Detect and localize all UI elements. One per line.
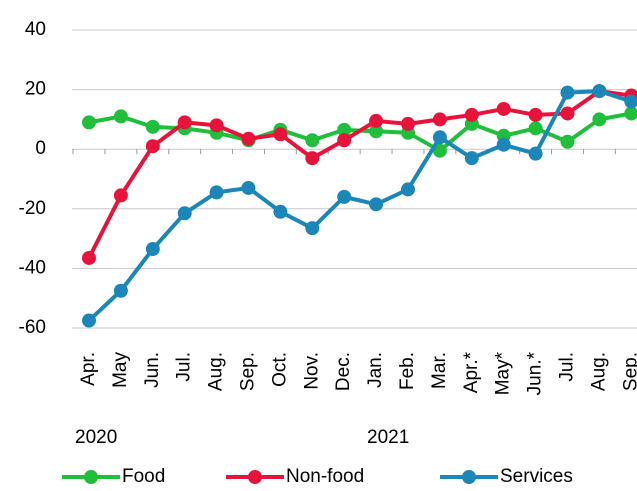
data-point xyxy=(369,113,384,128)
legend-label: Services xyxy=(500,466,573,487)
data-point xyxy=(401,116,415,131)
y-tick-label: 20 xyxy=(25,79,46,100)
data-point xyxy=(337,189,352,204)
data-point xyxy=(592,112,607,127)
series-line xyxy=(87,89,632,323)
data-point xyxy=(241,131,256,146)
data-point xyxy=(209,185,224,200)
x-tick-label: Aug. xyxy=(206,352,227,391)
data-point xyxy=(560,134,575,149)
data-point xyxy=(177,206,192,221)
series-line xyxy=(87,89,632,259)
data-point xyxy=(305,221,320,236)
data-point xyxy=(560,85,575,100)
y-tick-label: -20 xyxy=(19,198,46,219)
x-tick-label: May xyxy=(110,352,131,388)
legend-label: Food xyxy=(122,466,165,487)
x-tick-label: Apr.* xyxy=(461,351,482,393)
x-tick-label: Dec. xyxy=(333,352,354,391)
x-tick-label: Jun. xyxy=(142,352,163,388)
data-point xyxy=(464,107,479,122)
data-point xyxy=(496,101,511,116)
data-point xyxy=(305,151,320,166)
y-tick-label: 40 xyxy=(25,19,46,40)
data-point xyxy=(369,124,384,139)
x-tick-label: Nov. xyxy=(301,352,322,390)
legend-marker xyxy=(462,470,476,484)
x-tick-label: Apr. xyxy=(78,352,99,386)
y-tick-label: -40 xyxy=(19,257,46,278)
x-tick-label: Sep. xyxy=(620,352,637,391)
data-point xyxy=(273,204,288,219)
y-tick-label: 0 xyxy=(35,138,46,159)
data-point xyxy=(624,94,637,109)
data-point xyxy=(432,112,447,127)
data-point xyxy=(369,197,384,212)
data-point xyxy=(401,182,415,197)
data-point xyxy=(592,84,607,99)
data-point xyxy=(496,137,511,152)
data-point xyxy=(145,119,160,134)
y-tick-label: -60 xyxy=(19,317,46,338)
data-point xyxy=(337,133,352,148)
data-point xyxy=(113,188,128,203)
plot-area: -60 -40 -20 0 20 40 Apr. May Jun. Jul. Aug. Sep. Oct… xyxy=(19,19,637,487)
data-point xyxy=(241,180,256,195)
data-point xyxy=(432,143,447,158)
legend-marker xyxy=(248,470,262,484)
year-label: 2021 xyxy=(367,427,409,448)
data-point xyxy=(624,106,637,121)
data-point xyxy=(82,250,96,265)
legend-label: Non-food xyxy=(286,466,364,487)
data-point xyxy=(464,151,479,166)
data-point xyxy=(145,139,160,154)
data-point xyxy=(113,109,128,124)
x-tick-label: Jun.* xyxy=(525,351,546,395)
data-point xyxy=(209,118,224,133)
data-point xyxy=(337,122,352,137)
legend-marker xyxy=(84,470,98,484)
data-point xyxy=(82,313,96,328)
data-point xyxy=(177,115,192,130)
data-point xyxy=(560,106,575,121)
x-tick-label: Feb. xyxy=(397,352,418,390)
x-tick-label: Jul. xyxy=(174,352,195,382)
data-point xyxy=(528,107,543,122)
data-point xyxy=(273,127,288,142)
data-point xyxy=(82,115,96,130)
x-tick-label: May* xyxy=(493,351,514,395)
data-point xyxy=(113,283,128,298)
x-tick-label: Jul. xyxy=(557,352,578,382)
data-point xyxy=(145,242,160,257)
data-point xyxy=(305,133,320,148)
x-tick-label: Jan. xyxy=(365,352,386,388)
x-tick-label: Sep. xyxy=(238,352,259,391)
x-tick-label: Mar. xyxy=(429,352,450,389)
data-point xyxy=(528,146,543,161)
x-tick-label: Aug. xyxy=(588,352,609,391)
data-point xyxy=(528,121,543,136)
x-tick-label: Oct. xyxy=(269,352,290,387)
year-label: 2020 xyxy=(75,427,117,448)
data-point xyxy=(432,130,447,145)
